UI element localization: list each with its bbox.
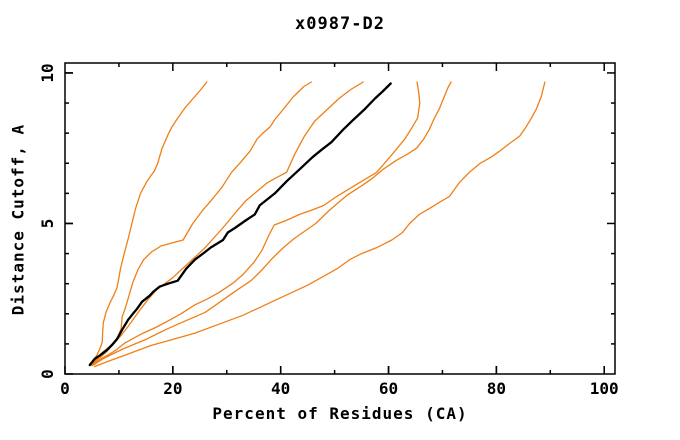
plot-frame: [64, 62, 616, 375]
model-curve: [89, 81, 208, 367]
model-curve: [91, 81, 421, 367]
x-tick-label: 60: [379, 379, 398, 398]
y-tick-label: 5: [38, 219, 57, 229]
highlighted-model-curve: [88, 82, 392, 367]
x-tick-label: 0: [60, 379, 70, 398]
x-tick-label: 20: [163, 379, 182, 398]
model-curve: [91, 81, 364, 366]
model-curve: [90, 81, 313, 366]
x-tick-label: 40: [271, 379, 290, 398]
model-curve: [94, 81, 546, 368]
y-axis-label: Distance Cutoff, A: [8, 123, 28, 316]
x-tick-label: 80: [487, 379, 506, 398]
y-tick-label: 10: [38, 63, 57, 82]
x-tick-label: 100: [590, 379, 619, 398]
chart-title: x0987-D2: [295, 14, 385, 34]
model-curve: [92, 81, 452, 366]
x-axis-label: Percent of Residues (CA): [212, 404, 468, 423]
y-tick-label: 0: [38, 369, 57, 379]
